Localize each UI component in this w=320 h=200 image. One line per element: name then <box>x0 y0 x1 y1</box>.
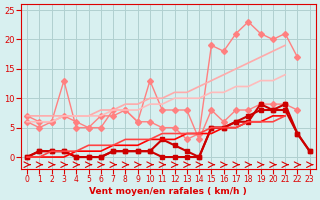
X-axis label: Vent moyen/en rafales ( km/h ): Vent moyen/en rafales ( km/h ) <box>90 187 247 196</box>
